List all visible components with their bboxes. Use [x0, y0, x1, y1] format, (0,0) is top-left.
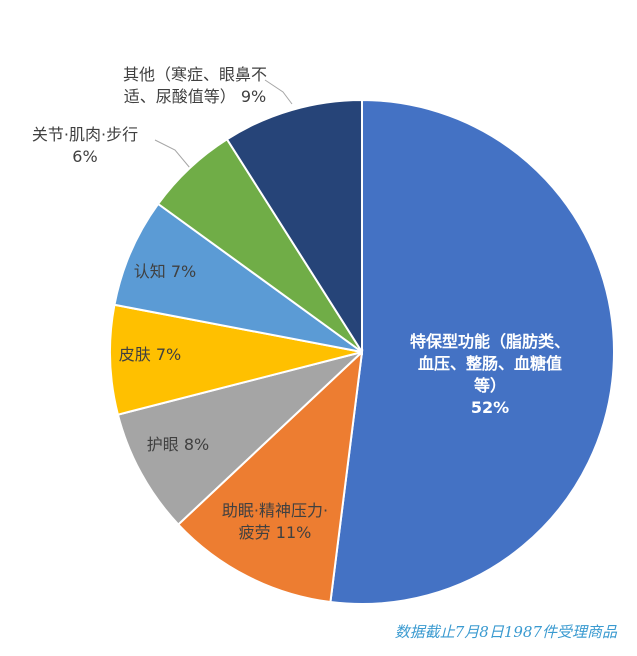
category-label: 皮肤: [118, 345, 151, 364]
category-label: 认知: [133, 262, 166, 281]
category-label: 助眠·精神压力·疲劳: [221, 501, 329, 542]
value-label: 6%: [72, 147, 98, 166]
value-label: 7%: [170, 262, 197, 281]
category-label: 护眼: [146, 435, 179, 454]
value-label: 52%: [470, 398, 510, 417]
pie-slice: [176, 349, 364, 604]
value-label: 8%: [183, 435, 210, 454]
leader-line: [264, 79, 293, 105]
category-label: 关节·肌肉·步行: [31, 125, 139, 144]
leader-line: [154, 139, 191, 169]
pie-slice: [329, 98, 615, 605]
source-note: 数据截止7月8日1987件受理商品: [394, 623, 617, 641]
slice-label: 认知 7%: [115, 261, 215, 283]
pie-slice: [225, 98, 363, 356]
slice-label: 助眠·精神压力·疲劳 11%: [215, 500, 335, 544]
pie-slice: [113, 202, 363, 353]
pie-slice: [116, 351, 363, 526]
slice-label: 其他（寒症、眼鼻不适、尿酸值等） 9%: [115, 64, 275, 108]
value-label: 9%: [240, 87, 267, 106]
value-label: 7%: [155, 345, 182, 364]
category-label: 特保型功能（脂肪类、血压、整肠、血糖值等）: [409, 332, 570, 395]
value-label: 11%: [275, 523, 312, 542]
category-label: 其他（寒症、眼鼻不适、尿酸值等）: [122, 65, 267, 106]
slice-label: 护眼 8%: [133, 434, 223, 456]
slice-label: 关节·肌肉·步行 6%: [10, 124, 160, 168]
slice-label: 皮肤 7%: [105, 344, 195, 366]
slice-label: 特保型功能（脂肪类、血压、整肠、血糖值等） 52%: [405, 331, 575, 419]
pie-slice: [109, 303, 363, 416]
